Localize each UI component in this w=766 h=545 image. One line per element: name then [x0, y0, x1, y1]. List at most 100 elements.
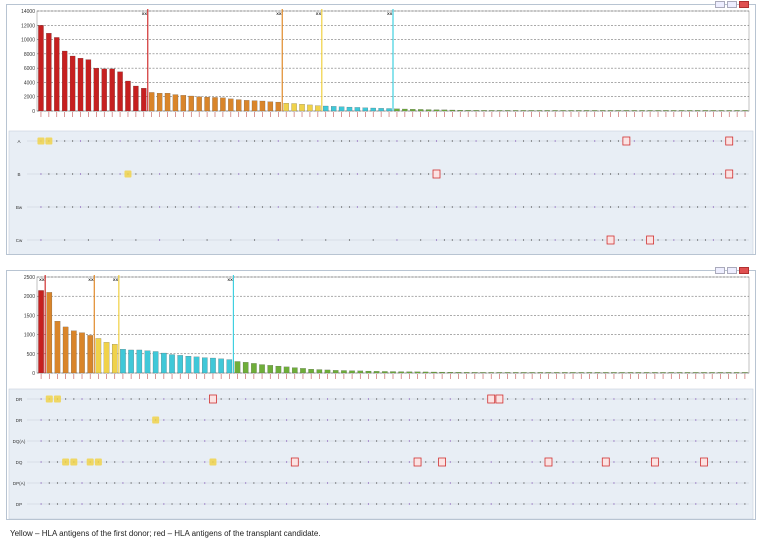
antigen-dot	[475, 206, 477, 208]
antigen-dot	[163, 503, 165, 505]
antigen-dot	[646, 482, 648, 484]
antigen-dot	[122, 440, 124, 442]
bar	[161, 352, 167, 374]
antigen-dot	[719, 503, 721, 505]
maximize-icon[interactable]	[727, 1, 737, 8]
antigen-dot	[613, 461, 615, 463]
antigen-dot	[564, 398, 566, 400]
antigen-dot	[633, 140, 635, 142]
antigen-dot	[286, 503, 288, 505]
antigen-dot	[435, 239, 438, 241]
antigen-dot	[727, 461, 730, 463]
antigen-dot	[625, 173, 627, 175]
window-controls[interactable]	[715, 1, 749, 8]
antigen-dot	[190, 206, 192, 208]
antigen-dot	[531, 419, 533, 421]
antigen-dot	[665, 173, 667, 175]
bar	[386, 108, 392, 112]
antigen-dot	[214, 206, 216, 208]
antigen-dot	[482, 440, 484, 442]
antigen-dot	[81, 440, 83, 442]
antigen-dot	[138, 419, 140, 421]
antigen-dot	[220, 503, 222, 505]
antigen-dot	[214, 140, 216, 142]
antigen-dot	[359, 419, 361, 421]
antigen-dot	[425, 440, 427, 442]
antigen-dot	[212, 503, 214, 505]
antigen-dot	[138, 482, 140, 484]
close-icon[interactable]	[739, 267, 749, 274]
bar	[431, 371, 437, 374]
antigen-dot	[670, 461, 672, 463]
antigen-dot	[564, 461, 566, 463]
antigen-dot	[367, 440, 370, 442]
y-tick-label: 500	[27, 352, 36, 358]
antigen-dot	[433, 440, 435, 442]
antigen-dot	[404, 140, 406, 142]
antigen-dot	[629, 461, 631, 463]
antigen-dot	[166, 206, 169, 208]
minimize-icon[interactable]	[715, 1, 725, 8]
antigen-dot	[384, 419, 386, 421]
window-controls[interactable]	[715, 267, 749, 274]
antigen-dot	[285, 140, 287, 142]
antigen-dot	[689, 173, 691, 175]
antigen-dot	[111, 239, 113, 241]
antigen-dot	[490, 482, 492, 484]
antigen-dot	[351, 398, 353, 400]
antigen-dot	[556, 503, 558, 505]
antigen-dot	[310, 419, 312, 421]
antigen-dot	[343, 461, 345, 463]
antigen-dot	[253, 503, 255, 505]
antigen-dot	[261, 398, 263, 400]
antigen-dot	[646, 398, 648, 400]
antigen-dot	[238, 206, 240, 208]
antigen-dot	[269, 461, 271, 463]
antigen-dot	[261, 503, 263, 505]
antigen-dot	[613, 503, 615, 505]
bar	[425, 109, 432, 112]
bar	[330, 106, 337, 112]
antigen-dot	[523, 503, 525, 505]
bar	[93, 68, 100, 112]
antigen-dot	[428, 206, 430, 208]
antigen-dot	[105, 503, 108, 505]
antigen-dot	[578, 140, 580, 142]
antigen-dot	[359, 482, 361, 484]
antigen-dot	[408, 398, 410, 400]
antigen-dot	[119, 140, 121, 142]
bar	[489, 110, 495, 112]
antigen-dot	[433, 419, 435, 421]
antigen-dot	[396, 173, 398, 175]
antigen-dot	[433, 461, 435, 463]
antigen-dot	[744, 482, 746, 484]
antigen-dot	[490, 440, 492, 442]
antigen-dot	[182, 206, 184, 208]
bar	[307, 104, 313, 112]
antigen-dot	[703, 419, 705, 421]
antigen-dot	[466, 419, 468, 421]
antigen-dot	[190, 140, 192, 142]
antigen-dot	[245, 440, 247, 442]
bar	[463, 372, 470, 374]
bar	[570, 372, 576, 374]
bar	[275, 365, 282, 374]
antigen-dot	[359, 461, 361, 463]
close-icon[interactable]	[739, 1, 749, 8]
bar	[671, 110, 677, 112]
antigen-dot	[286, 419, 288, 421]
antigen-dot	[348, 140, 351, 142]
antigen-dot	[155, 503, 157, 505]
antigen-dot	[310, 503, 312, 505]
antigen-dot	[220, 419, 222, 421]
antigen-dot	[637, 440, 640, 442]
antigen-dot	[392, 461, 394, 463]
minimize-icon[interactable]	[715, 267, 725, 274]
antigen-dot	[400, 440, 402, 442]
antigen-dot	[171, 503, 173, 505]
bar	[586, 372, 593, 374]
antigen-dot	[309, 206, 311, 208]
antigen-dot	[293, 140, 295, 142]
antigen-dot	[343, 440, 345, 442]
maximize-icon[interactable]	[727, 267, 737, 274]
